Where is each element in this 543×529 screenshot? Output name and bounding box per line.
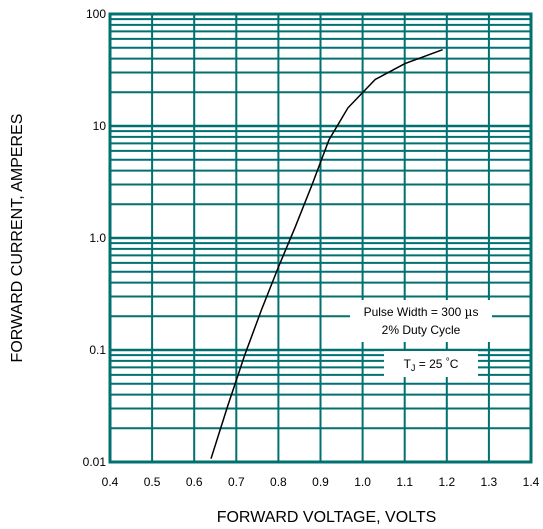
pulse-width-label: Pulse Width = 300 µs (364, 305, 479, 319)
x-tick-label: 0.6 (186, 475, 203, 489)
y-axis-title: FORWARD CURRENT, AMPERES (9, 114, 26, 363)
x-tick-label: 0.5 (144, 475, 161, 489)
x-tick-label: 1.2 (438, 475, 455, 489)
x-tick-label: 1.4 (523, 475, 540, 489)
tick-labels: 0.4 0.5 0.6 0.7 0.8 0.9 1.0 1.1 1.2 1.3 1.4 0.01 0.1… (83, 7, 540, 489)
y-tick-label: 1.0 (89, 231, 106, 245)
duty-cycle-label: 2% Duty Cycle (382, 323, 461, 337)
pulse-width-mu: µ (465, 305, 473, 319)
junction-temperature-label: TJ = 25 °C (404, 357, 459, 373)
pulse-width-note-background (350, 300, 492, 342)
pulse-width-unit: s (472, 305, 478, 319)
pulse-width-note: Pulse Width = 300 µs 2% Duty Cycle (350, 300, 492, 342)
plot-frame (108, 12, 533, 464)
x-tick-label: 1.3 (481, 475, 498, 489)
y-tick-label: 0.01 (83, 455, 107, 469)
x-tick-label: 1.0 (354, 475, 371, 489)
y-tick-label: 10 (93, 119, 107, 133)
tj-degree: ° (446, 357, 450, 368)
grid-lines (109, 14, 532, 464)
tj-subscript: J (411, 363, 416, 373)
y-tick-label: 0.1 (89, 343, 106, 357)
junction-temperature-note: TJ = 25 °C (384, 351, 478, 377)
x-tick-label: 0.8 (270, 475, 287, 489)
data-series-line (210, 48, 443, 459)
y-tick-label: 100 (86, 7, 106, 21)
tj-unit: C (450, 357, 459, 371)
x-axis-title: FORWARD VOLTAGE, VOLTS (217, 509, 437, 526)
pulse-width-prefix: Pulse Width = 300 (364, 305, 465, 319)
x-tick-label: 0.7 (228, 475, 245, 489)
x-tick-label: 0.4 (102, 475, 119, 489)
x-tick-label: 1.1 (396, 475, 413, 489)
x-tick-label: 0.9 (312, 475, 329, 489)
tj-symbol: T (404, 357, 412, 371)
junction-temperature-note-background (384, 351, 478, 377)
tj-equals: = 25 (415, 357, 445, 371)
